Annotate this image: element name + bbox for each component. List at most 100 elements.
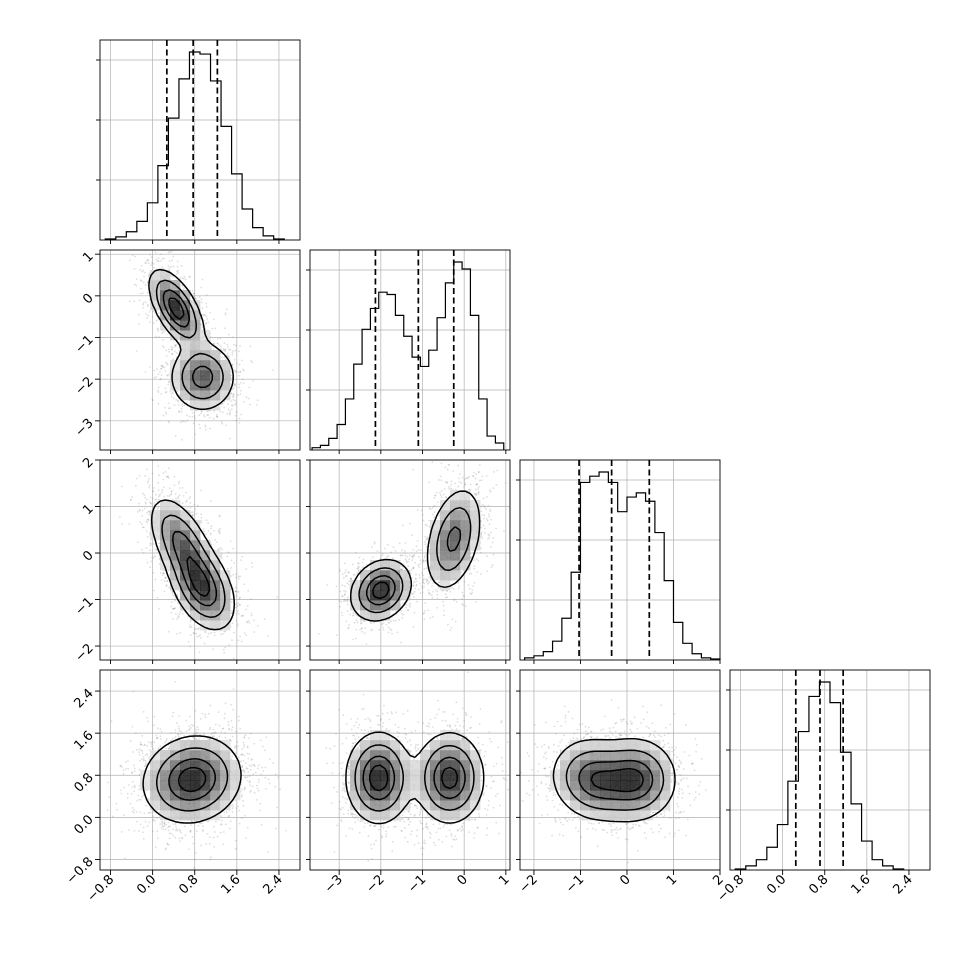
scatter-point xyxy=(424,559,427,562)
scatter-point xyxy=(151,398,154,401)
scatter-point xyxy=(228,357,231,360)
scatter-point xyxy=(177,269,179,272)
scatter-point xyxy=(412,567,415,570)
scatter-point xyxy=(231,610,234,612)
scatter-point xyxy=(473,559,476,562)
scatter-point xyxy=(232,393,235,396)
density-cell xyxy=(180,350,191,361)
scatter-point xyxy=(214,327,217,330)
scatter-point xyxy=(250,598,252,600)
density-cell xyxy=(170,510,181,521)
scatter-point xyxy=(195,627,198,630)
density-cell xyxy=(170,560,181,571)
scatter-point xyxy=(171,617,174,620)
scatter-point xyxy=(394,619,397,622)
scatter-point xyxy=(406,609,409,611)
scatter-point xyxy=(376,550,379,553)
scatter-point xyxy=(409,605,412,608)
density-cell xyxy=(160,310,171,321)
scatter-point xyxy=(477,486,480,488)
scatter-point xyxy=(168,380,171,383)
scatter-point xyxy=(239,635,241,638)
scatter-point xyxy=(433,511,436,514)
scatter-point xyxy=(200,328,203,330)
scatter-point xyxy=(146,511,148,514)
density-cell xyxy=(170,330,181,341)
scatter-point xyxy=(462,594,465,597)
scatter-point xyxy=(224,646,227,649)
scatter-point xyxy=(178,411,181,413)
scatter-point xyxy=(180,438,183,441)
scatter-point xyxy=(210,543,213,546)
scatter-point xyxy=(420,509,423,512)
scatter-point xyxy=(162,486,165,489)
scatter-point xyxy=(212,342,215,345)
hist-panel-0 xyxy=(96,39,301,241)
scatter-point xyxy=(439,475,442,478)
scatter-point xyxy=(176,632,178,635)
scatter-point xyxy=(405,561,408,564)
scatter-point xyxy=(237,591,240,593)
scatter-point xyxy=(438,479,440,481)
scatter-point xyxy=(188,276,191,279)
scatter-point xyxy=(164,577,167,580)
scatter-point xyxy=(242,382,245,385)
scatter-point xyxy=(446,468,449,471)
scatter-point xyxy=(144,261,146,264)
scatter-point xyxy=(200,286,203,289)
scatter-point xyxy=(474,488,477,491)
density-cell xyxy=(160,530,171,541)
scatter-point xyxy=(139,521,141,524)
joint-panel-0-1 xyxy=(99,249,301,451)
scatter-point xyxy=(200,636,202,639)
scatter-point xyxy=(423,554,426,557)
scatter-point xyxy=(472,475,475,477)
scatter-point xyxy=(151,497,154,500)
density-cell xyxy=(180,380,191,391)
scatter-point xyxy=(356,567,359,570)
scatter-point xyxy=(219,527,222,530)
scatter-point xyxy=(240,640,243,643)
scatter-point xyxy=(447,464,450,466)
scatter-point xyxy=(400,610,403,613)
scatter-point xyxy=(166,374,169,377)
scatter-point xyxy=(165,584,168,587)
scatter-point xyxy=(426,537,428,540)
scatter-point xyxy=(418,582,421,585)
scatter-point xyxy=(229,349,232,351)
scatter-point xyxy=(172,265,175,268)
scatter-point xyxy=(436,597,439,600)
scatter-point xyxy=(176,265,179,268)
scatter-point xyxy=(475,494,477,497)
scatter-point xyxy=(154,498,157,501)
scatter-point xyxy=(207,632,210,635)
scatter-point xyxy=(411,559,414,561)
scatter-point xyxy=(196,504,199,507)
scatter-point xyxy=(358,562,360,565)
scatter-point xyxy=(446,590,449,593)
scatter-point xyxy=(133,300,136,303)
scatter-point xyxy=(174,492,177,495)
scatter-point xyxy=(149,253,151,256)
scatter-point xyxy=(454,620,457,623)
scatter-point xyxy=(198,414,201,417)
scatter-point xyxy=(131,254,134,256)
scatter-point xyxy=(350,578,353,581)
scatter-point xyxy=(156,368,158,371)
scatter-point xyxy=(421,514,424,517)
scatter-point xyxy=(335,634,338,637)
density-cell xyxy=(160,550,171,561)
density-cell xyxy=(210,590,221,601)
density-cell xyxy=(220,360,231,371)
scatter-point xyxy=(471,475,474,477)
scatter-point xyxy=(466,477,468,480)
scatter-point xyxy=(161,345,164,347)
scatter-point xyxy=(250,562,253,564)
scatter-point xyxy=(492,537,495,539)
scatter-point xyxy=(146,481,149,484)
scatter-point xyxy=(135,350,138,352)
scatter-point xyxy=(142,269,145,272)
scatter-point xyxy=(161,338,164,341)
scatter-point xyxy=(167,348,170,351)
scatter-point xyxy=(172,255,175,258)
